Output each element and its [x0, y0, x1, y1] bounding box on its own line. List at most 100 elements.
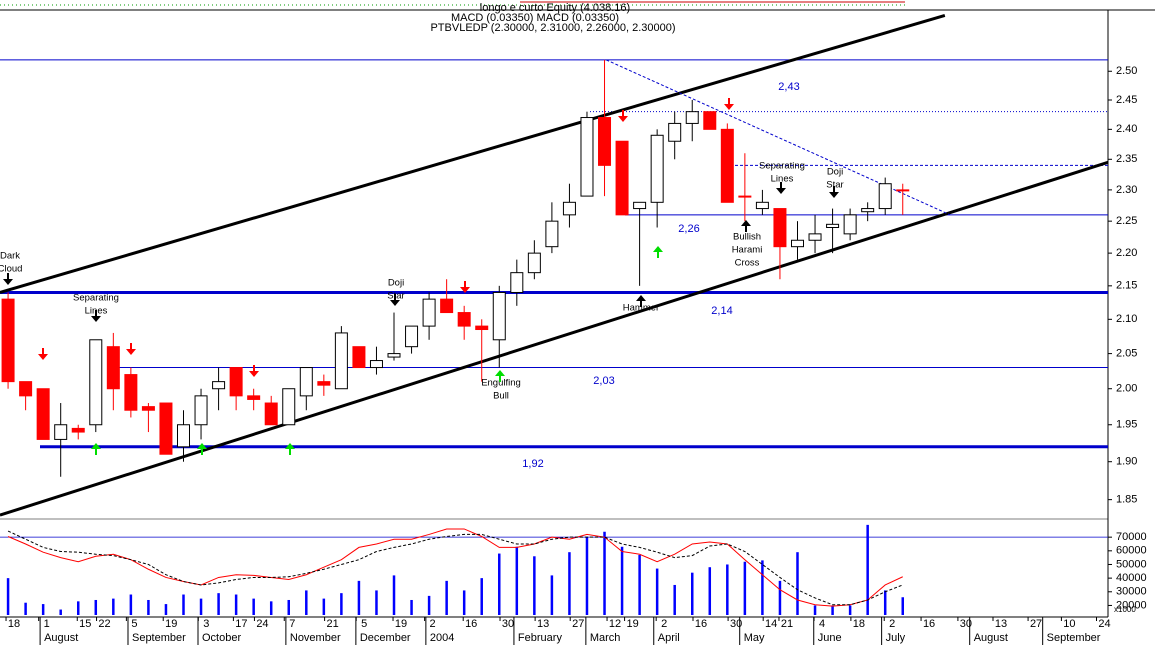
y-tick-label: 70000: [1116, 531, 1147, 543]
pattern-label: Bullish: [733, 232, 761, 243]
y-tick-label: 2.30: [1116, 184, 1137, 196]
signal-arrow: [3, 279, 13, 285]
month-label: November: [290, 632, 341, 644]
month-label: December: [360, 632, 411, 644]
y-tick-label: 2.10: [1116, 313, 1137, 325]
candle-body: [843, 214, 857, 235]
candle-body: [19, 381, 33, 397]
signal-arrow: [38, 354, 48, 360]
x-tick-label: 30: [502, 618, 514, 630]
candle-body: [387, 353, 401, 358]
candle-body: [720, 128, 734, 203]
candle-body: [1, 298, 15, 383]
pattern-label: Cross: [735, 258, 760, 269]
candle-body: [247, 395, 261, 400]
trendline: [606, 59, 951, 216]
y-tick-label: 40000: [1116, 572, 1147, 584]
month-label: August: [974, 632, 1008, 644]
signal-arrow: [776, 188, 786, 194]
x-tick-label: 10: [1063, 618, 1075, 630]
candle-body: [878, 183, 892, 210]
candle-body: [299, 367, 313, 397]
header-line: MACD (0.03350) MACD (0.03350): [451, 12, 619, 24]
y-tick-label: 2.20: [1116, 247, 1137, 259]
candle-body: [71, 427, 85, 433]
x-tick-label: 3: [203, 618, 209, 630]
x-tick-label: 30: [730, 618, 742, 630]
candle-body: [89, 339, 103, 426]
trendline: [0, 160, 1109, 517]
candle-body: [440, 298, 454, 314]
candle-body: [54, 424, 68, 440]
x-tick-label: 30: [960, 618, 972, 630]
signal-arrow: [197, 443, 207, 449]
x-tick-label: 19: [395, 618, 407, 630]
month-label: February: [518, 632, 563, 644]
x-tick-label: 24: [256, 618, 268, 630]
x-tick-label: 15: [79, 618, 91, 630]
x-tick-label: 16: [695, 618, 707, 630]
signal-arrow: [741, 220, 751, 226]
candle-body: [106, 346, 120, 390]
candle-body: [36, 388, 50, 440]
candle-body: [317, 381, 331, 386]
x-tick-label: 27: [1030, 618, 1042, 630]
y-tick-label: 2.25: [1116, 215, 1137, 227]
signal-arrow: [460, 287, 470, 293]
x-tick-label: 13: [995, 618, 1007, 630]
signal-arrow: [618, 116, 628, 122]
pattern-label: Bull: [493, 391, 509, 402]
x-tick-label: 16: [923, 618, 935, 630]
candle-body: [141, 406, 155, 411]
x-tick-label: 19: [165, 618, 177, 630]
y-tick-label: 2.45: [1116, 94, 1137, 106]
pattern-label: Lines: [771, 174, 794, 185]
pattern-label: Engulfing: [481, 378, 521, 389]
month-label: March: [590, 632, 621, 644]
month-label: May: [744, 632, 765, 644]
y-tick-label: 2.05: [1116, 348, 1137, 360]
candle-body: [826, 223, 840, 228]
candle-body: [422, 298, 436, 327]
level-label: 2,14: [711, 305, 732, 317]
x-tick-label: 7: [289, 618, 295, 630]
month-label: July: [886, 632, 906, 644]
signal-arrow: [724, 104, 734, 110]
y-tick-label: 50000: [1116, 558, 1147, 570]
x-tick-label: 16: [465, 618, 477, 630]
pattern-label: Separating: [73, 293, 119, 304]
x-tick-label: 21: [326, 618, 338, 630]
pattern-label: Star: [826, 180, 843, 191]
x-tick-label: 2: [889, 618, 895, 630]
month-label: 2004: [430, 632, 454, 644]
candle-body: [808, 233, 822, 241]
y-tick-label: 2.00: [1116, 383, 1137, 395]
x-tick-label: 5: [131, 618, 137, 630]
x-tick-label: 14: [765, 618, 777, 630]
candle-body: [124, 374, 138, 411]
candle-body: [562, 201, 576, 216]
x-tick-label: 2: [661, 618, 667, 630]
pattern-label: Dark: [0, 251, 20, 262]
x-tick-label: 21: [781, 618, 793, 630]
x-tick-label: 18: [8, 618, 20, 630]
moving-average: [7, 528, 903, 607]
level-label: 1,92: [522, 458, 543, 470]
signal-arrow: [91, 316, 101, 322]
x-tick-label: 12: [609, 618, 621, 630]
month-label: August: [44, 632, 78, 644]
month-label: September: [1047, 632, 1101, 644]
candle-body: [510, 272, 524, 293]
candle-body: [475, 325, 489, 331]
moving-average: [7, 530, 903, 606]
candle-body: [790, 239, 804, 248]
level-label: 2,43: [778, 81, 799, 93]
candle-body: [615, 140, 629, 216]
y-tick-label: 20000: [1116, 599, 1147, 611]
candle-body: [685, 111, 699, 124]
y-tick-label: 2.50: [1116, 65, 1137, 77]
candle-body: [773, 208, 787, 248]
pattern-label: Separating: [759, 161, 805, 172]
x-tick-label: 27: [572, 618, 584, 630]
signal-arrow: [249, 371, 259, 377]
